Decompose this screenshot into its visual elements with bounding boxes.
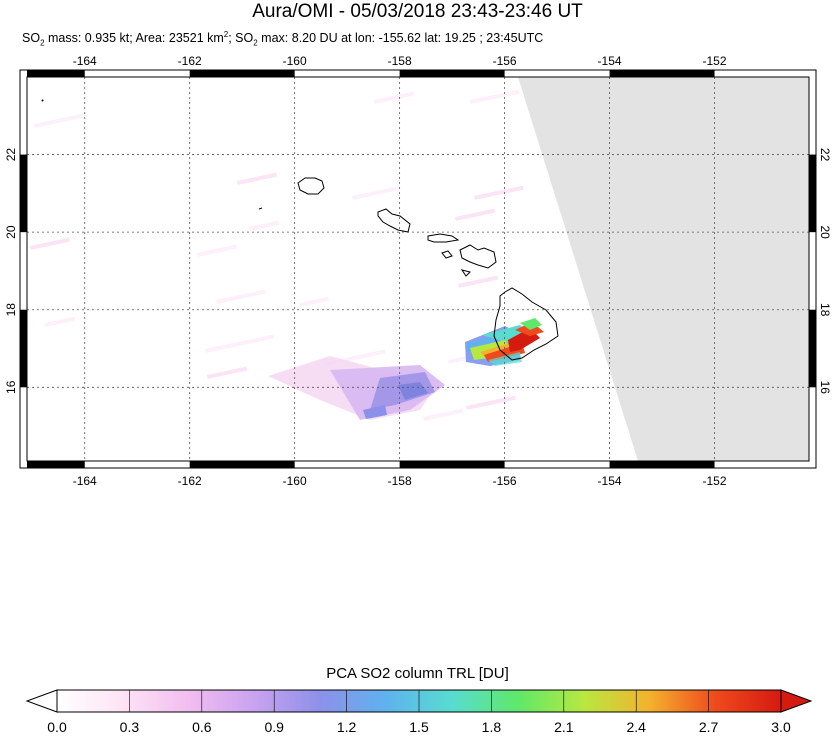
kauai-coast <box>297 177 325 195</box>
colorbar-title: PCA SO2 column TRL [DU] <box>326 665 509 682</box>
lon-tick-top: -164 <box>73 54 97 68</box>
colorbar-tick: 0.0 <box>47 719 67 735</box>
lanai-coast <box>441 250 453 259</box>
map-title: Aura/OMI - 05/03/2018 23:43-23:46 UT <box>252 1 583 22</box>
lon-tick-bottom: -154 <box>598 474 622 488</box>
lon-tick-bottom: -162 <box>178 474 202 488</box>
lon-tick-bottom: -156 <box>493 474 517 488</box>
lat-tick-labels-right: 16 18 20 22 <box>818 148 832 394</box>
lat-tick-labels-left: 16 18 20 22 <box>4 148 18 394</box>
colorbar-tick: 0.6 <box>192 719 212 735</box>
no-data-region <box>518 77 809 461</box>
lat-tick-left: 16 <box>4 380 18 394</box>
lat-tick-right: 22 <box>818 148 832 162</box>
niihau-coast <box>258 207 263 210</box>
lon-tick-labels-bottom: -164 -162 -160 -158 -156 -154 -152 <box>73 474 727 488</box>
colorbar-tick: 1.5 <box>409 719 429 735</box>
kahoolawe-coast <box>460 269 471 277</box>
colorbar-tick: 2.4 <box>626 719 646 735</box>
nihoa-dot <box>41 99 44 102</box>
so2-background-pixels <box>29 89 803 423</box>
lon-tick-top: -154 <box>598 54 622 68</box>
lat-tick-right: 20 <box>818 225 832 239</box>
colorbar-tick: 3.0 <box>771 719 791 735</box>
map-plot-area <box>26 76 810 462</box>
lon-tick-bottom: -152 <box>703 474 727 488</box>
colorbar-tick: 1.2 <box>337 719 357 735</box>
molokai-coast <box>427 233 460 243</box>
lat-tick-left: 20 <box>4 225 18 239</box>
lon-tick-bottom: -158 <box>388 474 412 488</box>
lon-tick-top: -156 <box>493 54 517 68</box>
colorbar-tick: 1.8 <box>482 719 502 735</box>
lat-tick-left: 22 <box>4 148 18 162</box>
so2-plume <box>268 318 544 420</box>
colorbar-tick: 2.1 <box>554 719 574 735</box>
colorbar-tick: 2.7 <box>699 719 719 735</box>
hawaii-island-coast <box>493 287 559 361</box>
lon-tick-top: -152 <box>703 54 727 68</box>
lat-tick-left: 18 <box>4 303 18 317</box>
map-border <box>26 76 810 462</box>
oahu-coast <box>377 208 411 233</box>
map-subtitle: SO2 mass: 0.935 kt; Area: 23521 km2; SO2… <box>22 30 544 48</box>
lon-tick-top: -162 <box>178 54 202 68</box>
colorbar-tick: 0.9 <box>264 719 284 735</box>
colorbar-tick: 0.3 <box>120 719 140 735</box>
lat-tick-right: 18 <box>818 303 832 317</box>
lon-tick-bottom: -160 <box>283 474 307 488</box>
maui-coast <box>459 244 497 269</box>
map-grid <box>27 77 809 461</box>
lon-tick-top: -160 <box>283 54 307 68</box>
colorbar-low-arrow <box>25 689 58 713</box>
coastlines <box>41 99 559 361</box>
lon-tick-top: -158 <box>388 54 412 68</box>
lat-tick-right: 16 <box>818 381 832 395</box>
colorbar-tick-labels: 0.0 0.3 0.6 0.9 1.2 1.5 1.8 2.1 2.4 2.7 3.0 <box>47 690 791 735</box>
lon-tick-bottom: -164 <box>73 474 97 488</box>
colorbar-high-arrow <box>780 689 813 713</box>
lon-tick-labels-top: -164 -162 -160 -158 -156 -154 -152 <box>73 54 727 68</box>
